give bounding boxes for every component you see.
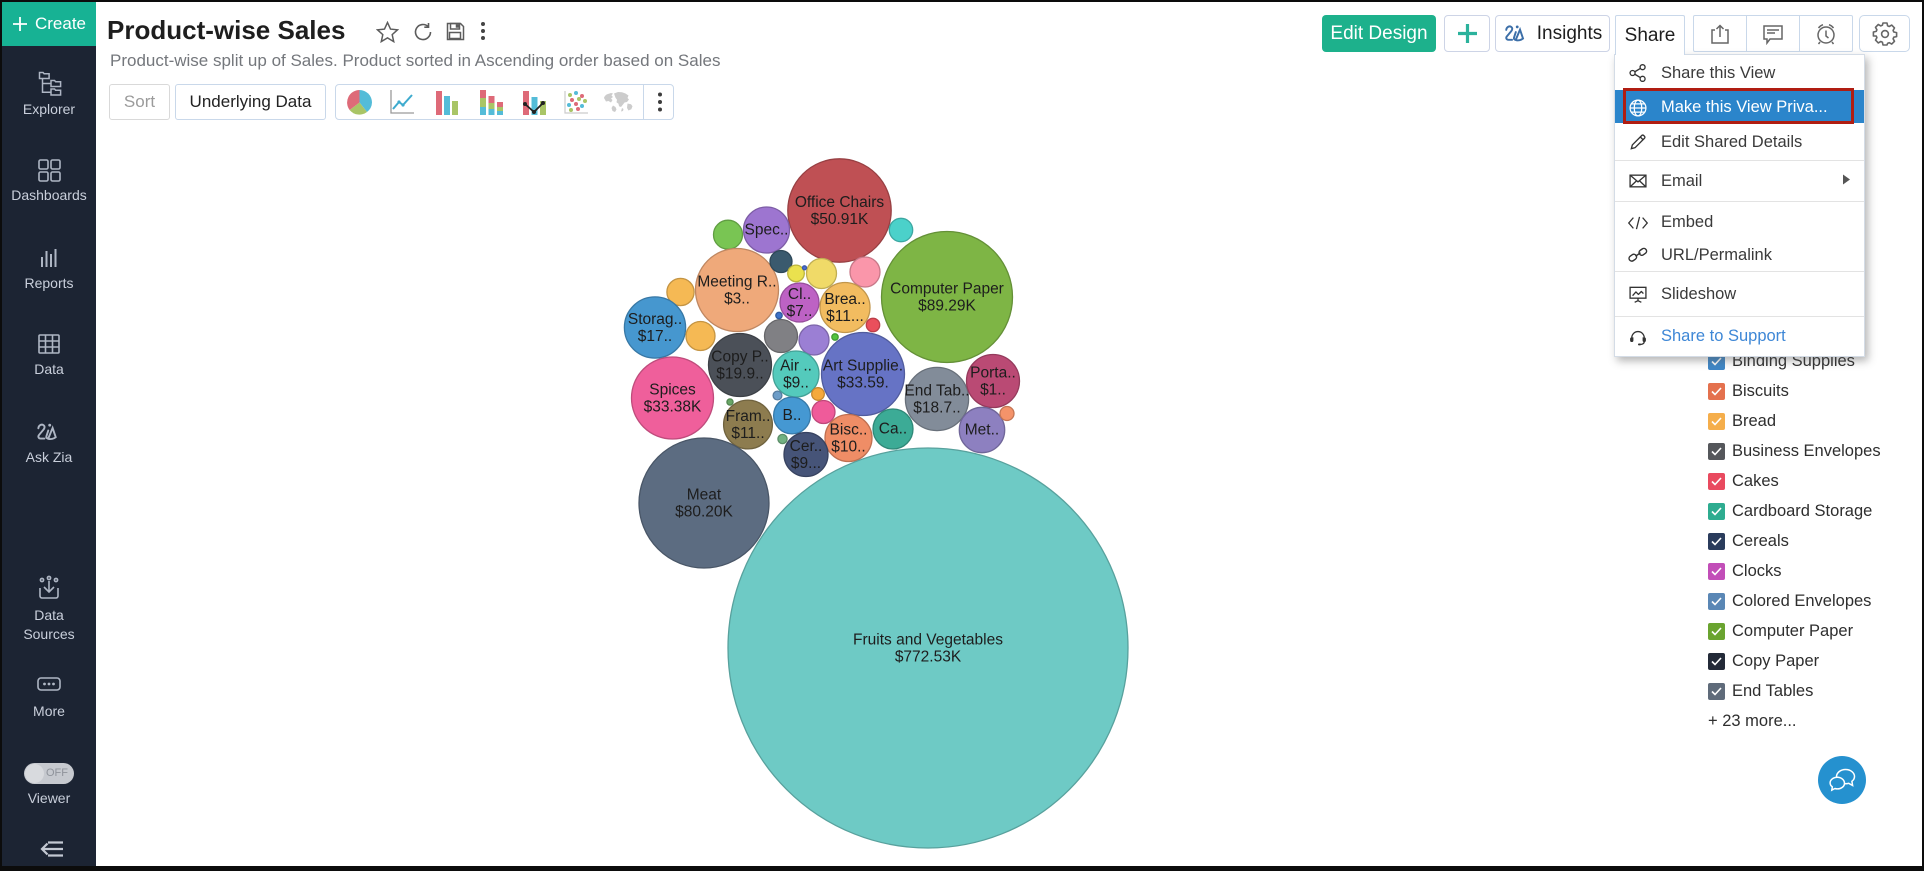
svg-text:Spices: Spices [649,382,696,399]
svg-text:$11...: $11... [826,308,864,325]
svg-text:Storag..: Storag.. [628,311,682,328]
svg-text:$33.38K: $33.38K [644,399,702,416]
svg-text:Meat: Meat [687,487,722,504]
svg-text:Ca..: Ca.. [879,421,907,438]
svg-text:Bisc..: Bisc.. [830,422,868,439]
svg-text:$3..: $3.. [724,291,750,308]
svg-text:Computer Paper: Computer Paper [890,281,1004,298]
svg-text:Art Supplie.: Art Supplie. [823,358,903,375]
svg-text:$9..: $9.. [783,375,809,392]
svg-text:Spec..: Spec.. [745,222,789,239]
svg-text:$18.7..: $18.7.. [913,400,960,417]
svg-text:Copy P..: Copy P.. [711,349,768,366]
svg-text:$11..: $11.. [731,425,764,442]
svg-text:$1..: $1.. [980,382,1006,399]
svg-text:B..: B.. [783,407,802,424]
svg-text:$7..: $7.. [787,303,813,320]
svg-text:$89.29K: $89.29K [918,298,976,315]
svg-text:$10..: $10.. [831,439,865,456]
svg-text:Fruits and Vegetables: Fruits and Vegetables [853,632,1003,649]
svg-text:Porta..: Porta.. [970,365,1016,382]
svg-text:Cl..: Cl.. [788,286,811,303]
svg-text:Office Chairs: Office Chairs [795,194,885,211]
svg-text:$33.59.: $33.59. [837,375,889,392]
svg-text:Cer..: Cer.. [790,438,823,455]
svg-text:$50.91K: $50.91K [811,211,869,228]
svg-text:$17..: $17.. [638,328,672,345]
svg-text:$80.20K: $80.20K [675,504,733,521]
svg-text:$9...: $9... [791,455,821,472]
svg-text:$772.53K: $772.53K [895,649,962,666]
svg-text:Met..: Met.. [965,422,999,439]
svg-text:Brea..: Brea.. [824,291,865,308]
svg-text:Fram..: Fram.. [726,408,771,425]
svg-text:Meeting R..: Meeting R.. [697,274,776,291]
svg-text:End Tab..: End Tab.. [904,383,969,400]
svg-text:Air ..: Air .. [780,358,812,375]
svg-text:$19.9..: $19.9.. [716,366,763,383]
